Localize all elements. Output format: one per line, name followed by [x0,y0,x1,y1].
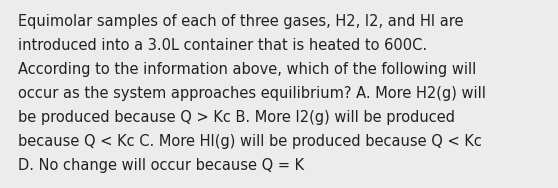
Text: Equimolar samples of each of three gases, H2, I2, and HI are: Equimolar samples of each of three gases… [18,14,464,29]
Text: be produced because Q > Kc B. More I2(g) will be produced: be produced because Q > Kc B. More I2(g)… [18,110,455,125]
Text: because Q < Kc C. More HI(g) will be produced because Q < Kc: because Q < Kc C. More HI(g) will be pro… [18,134,482,149]
Text: D. No change will occur because Q = K: D. No change will occur because Q = K [18,158,304,173]
Text: According to the information above, which of the following will: According to the information above, whic… [18,62,476,77]
Text: introduced into a 3.0L container that is heated to 600C.: introduced into a 3.0L container that is… [18,38,427,53]
Text: occur as the system approaches equilibrium? A. More H2(g) will: occur as the system approaches equilibri… [18,86,486,101]
